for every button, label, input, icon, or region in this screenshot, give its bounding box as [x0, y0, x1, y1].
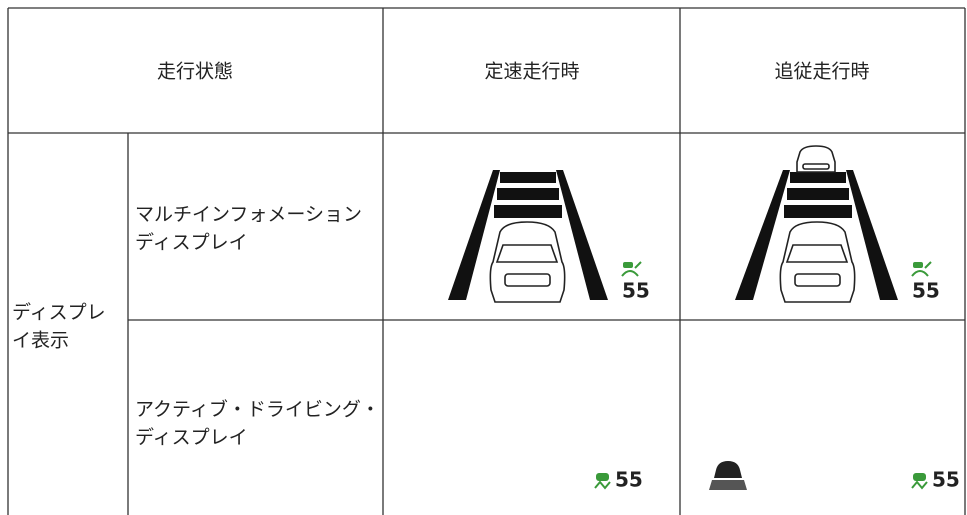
speed-icon	[621, 261, 642, 277]
lead-car	[796, 145, 836, 173]
header-cell: 追従走行時	[774, 61, 869, 83]
car	[489, 221, 566, 303]
speed-icon	[911, 473, 928, 490]
set-speed: 55	[622, 279, 650, 303]
row-label: ディスプレイ	[135, 427, 248, 449]
road-illustration	[735, 145, 898, 303]
group-label: ディスプレ	[12, 302, 106, 324]
lead-car-icon	[709, 461, 747, 490]
speed-icon	[911, 261, 932, 277]
row-label: ディスプレイ	[135, 232, 248, 254]
row-label: アクティブ・ドライビング・	[135, 398, 380, 421]
set-speed: 55	[932, 468, 960, 492]
set-speed: 55	[615, 468, 643, 492]
road-illustration	[448, 170, 608, 303]
group-label: イ表示	[12, 330, 69, 352]
car	[779, 221, 856, 303]
set-speed: 55	[912, 279, 940, 303]
speed-icon	[594, 473, 611, 490]
table-borders	[7, 7, 966, 515]
header-cell: 走行状態	[157, 61, 233, 83]
row-label: マルチインフォメーション	[135, 204, 362, 226]
header-cell: 定速走行時	[484, 61, 579, 83]
